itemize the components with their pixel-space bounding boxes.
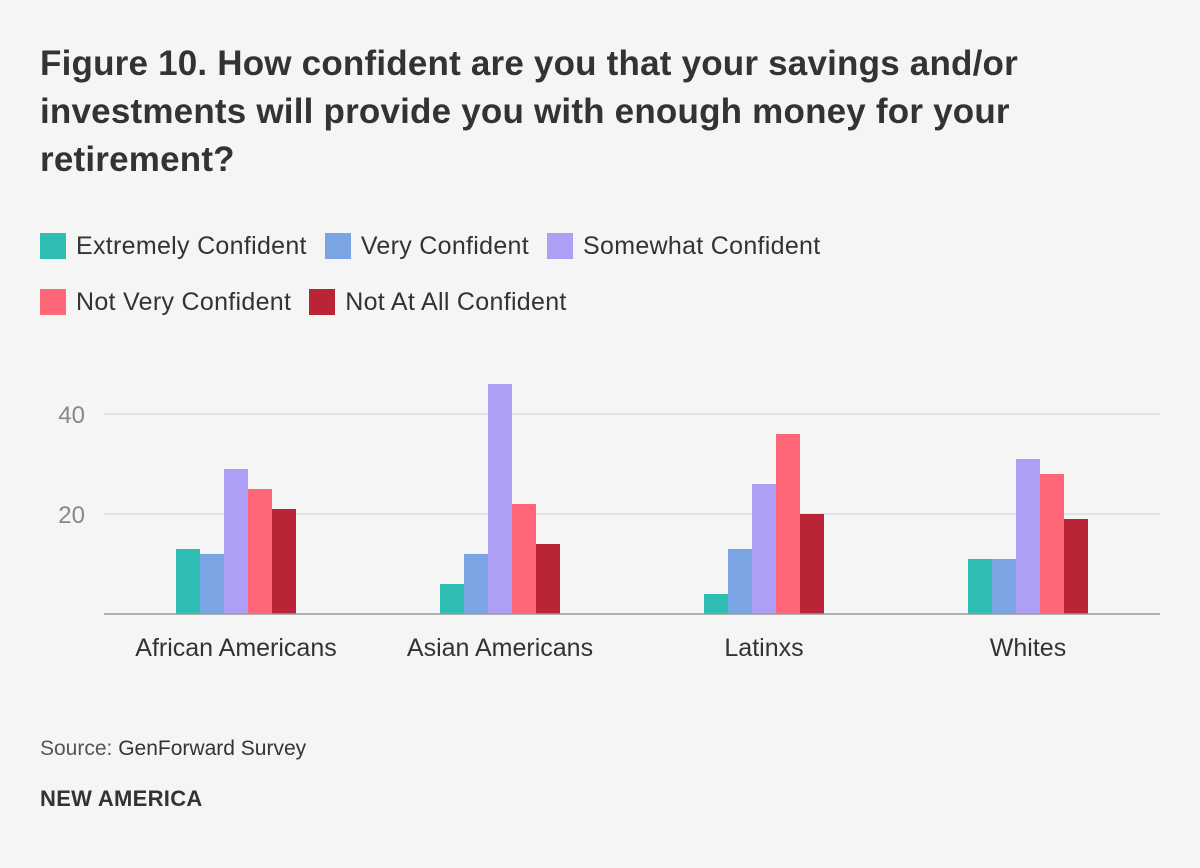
legend-swatch — [40, 289, 66, 315]
legend-item[interactable]: Not At All Confident — [309, 287, 567, 316]
bar — [440, 584, 464, 614]
bar — [1040, 474, 1064, 614]
brand-logo: NEW AMERICA — [40, 786, 203, 811]
source-note: Source: GenForward Survey — [40, 737, 306, 761]
legend-label: Very Confident — [360, 231, 530, 260]
bar — [800, 514, 824, 614]
bar — [704, 594, 728, 614]
bar — [776, 434, 800, 614]
bar — [1064, 519, 1088, 614]
legend-label: Not Very Confident — [76, 287, 292, 316]
bar — [224, 469, 248, 614]
bar — [512, 504, 536, 614]
x-tick-label: Latinxs — [724, 634, 803, 662]
x-tick-label: Whites — [990, 634, 1066, 662]
legend-swatch — [324, 233, 351, 259]
bar — [752, 484, 776, 614]
chart-title: Figure 10. How confident are you that yo… — [40, 44, 1018, 179]
bar — [992, 559, 1016, 614]
legend-swatch — [40, 233, 66, 259]
legend-label: Extremely Confident — [76, 231, 307, 260]
x-tick-label: African Americans — [135, 634, 336, 662]
legend-item[interactable]: Extremely Confident — [40, 231, 307, 260]
source-label: Source: — [40, 737, 119, 760]
bar — [200, 554, 224, 614]
bar — [488, 384, 512, 614]
legend-swatch — [309, 289, 336, 315]
y-tick-label: 40 — [58, 402, 85, 429]
bar — [728, 549, 752, 614]
legend-label: Not At All Confident — [345, 287, 567, 316]
bar — [1016, 459, 1040, 614]
bar — [464, 554, 488, 614]
legend-swatch — [547, 233, 574, 259]
bar — [176, 549, 200, 614]
bar — [968, 559, 992, 614]
bar — [248, 489, 272, 614]
legend-item[interactable]: Very Confident — [324, 231, 530, 260]
y-tick-label: 20 — [58, 502, 85, 529]
x-tick-label: Asian Americans — [407, 634, 593, 662]
legend: Extremely Confident Very Confident Somewha… — [40, 231, 940, 316]
bar-chart: 20 40 African Americans Asian Americans Lati… — [58, 384, 1160, 662]
legend-item[interactable]: Somewhat Confident — [547, 231, 821, 260]
bar — [272, 509, 296, 614]
bar — [536, 544, 560, 614]
legend-item[interactable]: Not Very Confident — [40, 287, 292, 316]
legend-label: Somewhat Confident — [583, 231, 821, 260]
source-value: GenForward Survey — [118, 737, 307, 760]
